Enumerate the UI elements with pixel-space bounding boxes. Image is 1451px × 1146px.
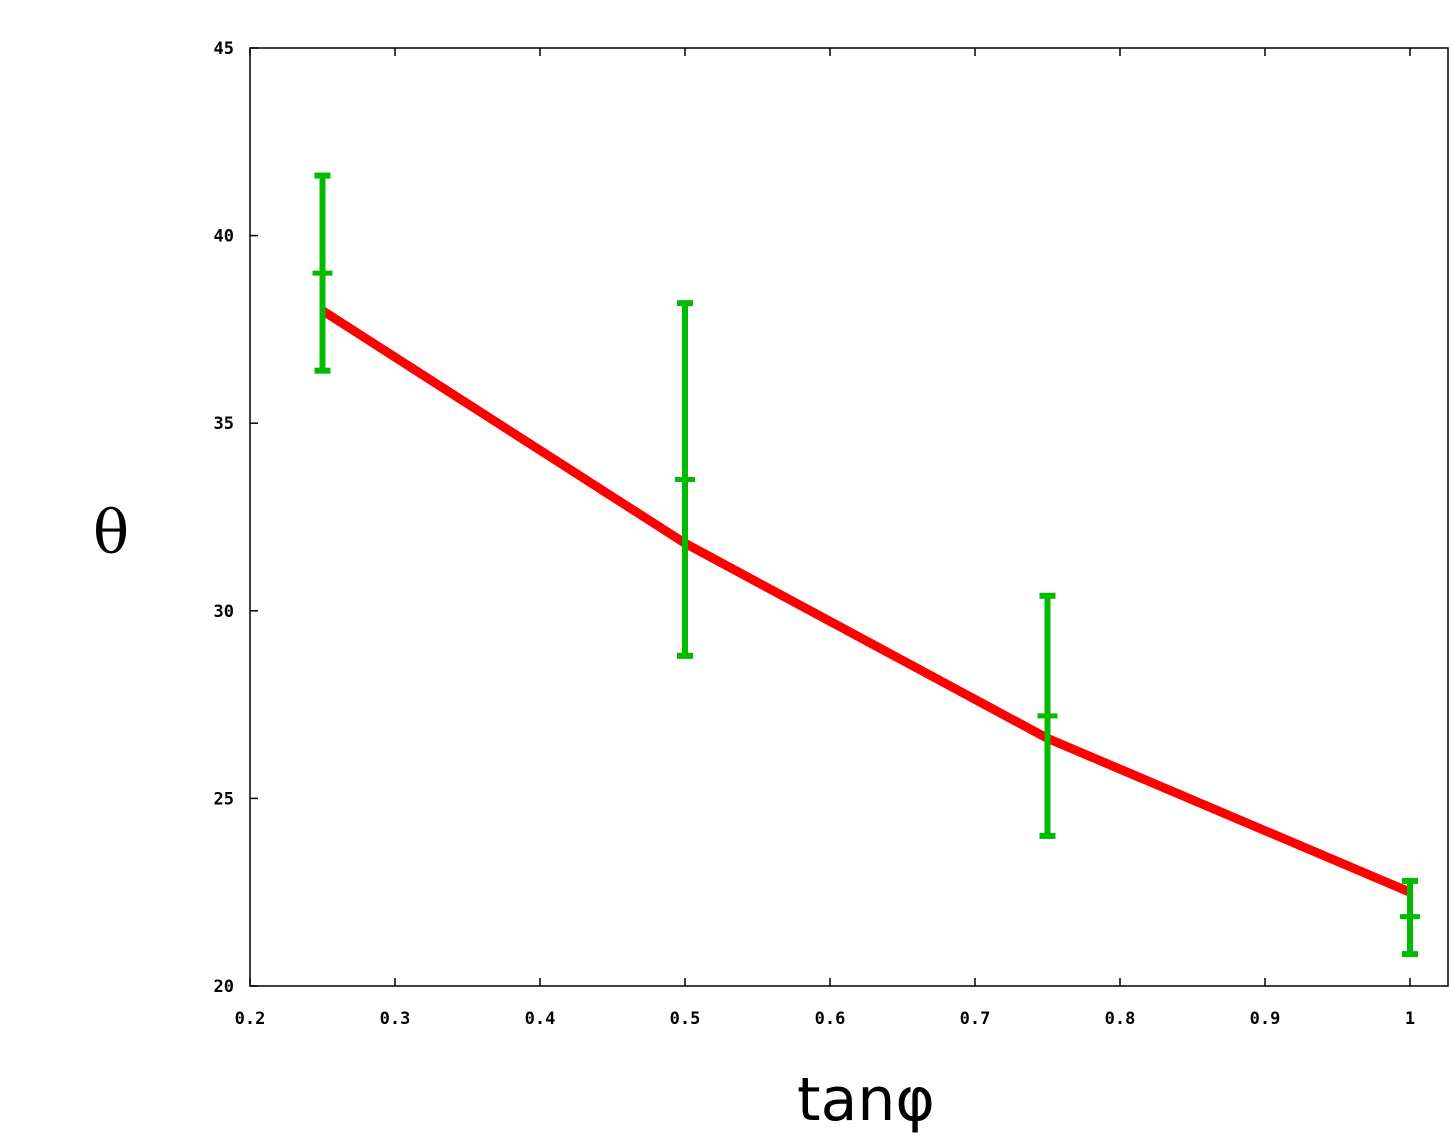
error-bar xyxy=(1400,877,1420,958)
y-axis: 20 25 30 35 40 45 xyxy=(214,39,258,997)
y-tick-label: 45 xyxy=(214,39,234,59)
x-axis: 0.2 0.3 0.4 0.5 0.6 0.7 0.8 0.9 1 xyxy=(235,48,1415,1029)
x-tick-label: 0.2 xyxy=(235,1009,266,1029)
error-bar xyxy=(1037,592,1058,839)
plot-area xyxy=(249,47,1449,987)
y-tick-label: 30 xyxy=(214,602,234,622)
x-tick-label: 0.8 xyxy=(1105,1009,1136,1029)
x-tick-label: 0.9 xyxy=(1250,1009,1281,1029)
x-tick-label: 0.3 xyxy=(380,1009,411,1029)
y-tick-label: 35 xyxy=(214,414,234,434)
error-bar xyxy=(312,172,333,374)
x-tick-label: 0.7 xyxy=(960,1009,991,1029)
x-tick-label: 0.5 xyxy=(670,1009,701,1029)
x-tick-label: 1 xyxy=(1405,1009,1415,1029)
y-tick-label: 25 xyxy=(214,789,234,809)
series-layer xyxy=(312,172,1420,958)
y-axis-label: θ xyxy=(93,498,129,568)
x-axis-label: tanφ xyxy=(797,1065,935,1135)
fit-line xyxy=(320,306,1412,897)
x-tick-label: 0.4 xyxy=(525,1009,556,1029)
y-tick-label: 20 xyxy=(214,977,234,997)
x-tick-label: 0.6 xyxy=(815,1009,846,1029)
y-tick-label: 40 xyxy=(214,227,234,247)
error-bar xyxy=(675,300,695,659)
